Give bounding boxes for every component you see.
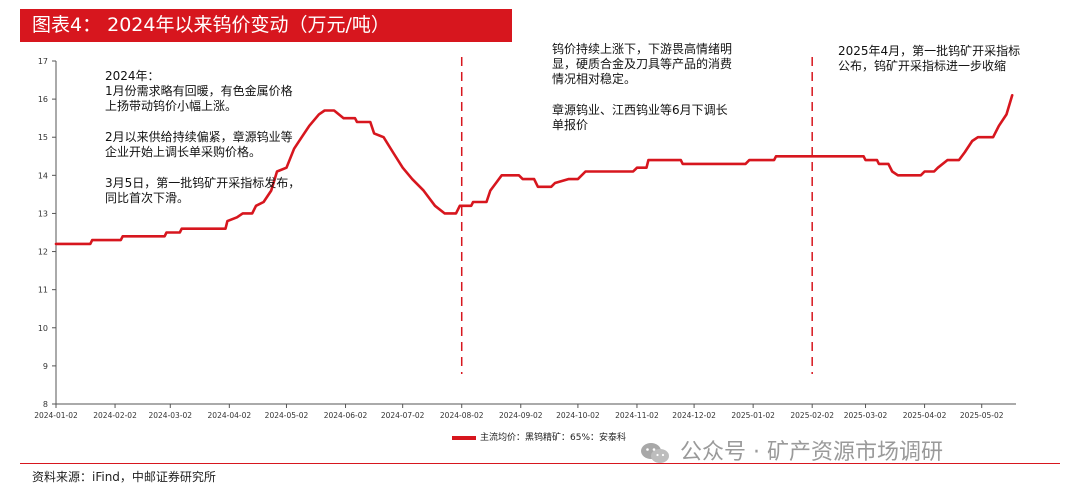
annotation-2024-line: 上扬带动钨价小幅上涨。 (105, 99, 238, 113)
x-tick-label: 2025-04-02 (903, 411, 947, 420)
y-tick-label: 14 (38, 171, 48, 180)
wechat-icon (641, 443, 669, 463)
x-tick-label: 2024-07-02 (381, 411, 425, 420)
annotation-mid-line: 章源钨业、江西钨业等6月下调长 (552, 103, 728, 117)
legend-label: 主流均价：黑钨精矿：65%：安泰科 (480, 433, 627, 443)
y-tick-label: 11 (38, 286, 48, 295)
y-tick-label: 16 (38, 95, 48, 104)
x-tick-label: 2024-10-02 (556, 411, 600, 420)
annotation-2024-line: 企业开始上调长单采购价格。 (105, 145, 262, 159)
annotation-2025-line: 公布，钨矿开采指标进一步收缩 (838, 59, 1007, 73)
y-tick-label: 17 (38, 57, 48, 66)
y-tick-label: 10 (38, 324, 48, 333)
y-tick-label: 12 (38, 248, 48, 257)
annotation-2025: 2025年4月，第一批钨矿开采指标 公布，钨矿开采指标进一步收缩 (838, 44, 1020, 74)
x-tick-label: 2024-03-02 (148, 411, 192, 420)
x-tick-label: 2025-03-02 (844, 411, 888, 420)
annotation-mid-line: 单报价 (552, 118, 589, 132)
chart-title-bar: 图表4： 2024年以来钨价变动（万元/吨） (20, 9, 512, 42)
chart-title: 图表4： 2024年以来钨价变动（万元/吨） (32, 14, 390, 36)
source-divider (20, 463, 1060, 464)
watermark-text: 公众号 · 矿产资源市场调研 (680, 440, 943, 465)
annotation-mid-line: 情况相对稳定。 (552, 72, 637, 86)
line-chart: 8 9 10 11 12 13 14 15 16 17 2024-01-02 2024-02-02 20… (34, 57, 1016, 420)
annotation-2024-line: 2月以来供给持续偏紧，章源钨业等 (105, 130, 293, 144)
x-tick-label: 2024-02-02 (93, 411, 137, 420)
y-tick-label: 8 (43, 400, 48, 409)
annotation-mid-2024: 钨价持续上涨下，下游畏高情绪明 显，硬质合金及刀具等产品的消费 情况相对稳定。 … (552, 42, 732, 133)
x-tick-label: 2024-12-02 (672, 411, 716, 420)
annotation-2024-line: 同比首次下滑。 (105, 191, 190, 205)
x-tick-label: 2025-01-02 (731, 411, 775, 420)
annotation-2025-line: 2025年4月，第一批钨矿开采指标 (838, 44, 1021, 58)
annotation-2024-line: 1月份需求略有回暖，有色金属价格 (105, 84, 293, 98)
x-tick-label: 2025-02-02 (790, 411, 834, 420)
annotation-2024-line: 3月5日，第一批钨矿开采指标发布， (105, 176, 301, 190)
annotation-2024: 2024年： 1月份需求略有回暖，有色金属价格 上扬带动钨价小幅上涨。 2月以来… (105, 69, 300, 206)
x-tick-label: 2024-05-02 (265, 411, 309, 420)
series-line (54, 94, 1014, 246)
y-tick-label: 13 (38, 209, 48, 218)
annotation-2024-line: 2024年： (105, 69, 160, 83)
annotation-mid-line: 钨价持续上涨下，下游畏高情绪明 (552, 42, 733, 56)
x-tick-label: 2024-01-02 (34, 411, 78, 420)
x-tick-label: 2024-11-02 (615, 411, 659, 420)
legend-swatch (452, 436, 476, 440)
x-tick-label: 2024-04-02 (208, 411, 252, 420)
y-tick-label: 15 (38, 133, 48, 142)
y-tick-label: 9 (43, 362, 48, 371)
chart-legend: 主流均价：黑钨精矿：65%：安泰科 (452, 431, 632, 445)
source-note: 资料来源：iFind，中邮证券研究所 (32, 470, 216, 484)
annotation-mid-line: 显，硬质合金及刀具等产品的消费 (552, 57, 733, 71)
x-tick-label: 2024-06-02 (324, 411, 368, 420)
x-tick-label: 2024-08-02 (440, 411, 484, 420)
x-tick-label: 2025-05-02 (960, 411, 1004, 420)
x-tick-label: 2024-09-02 (499, 411, 543, 420)
